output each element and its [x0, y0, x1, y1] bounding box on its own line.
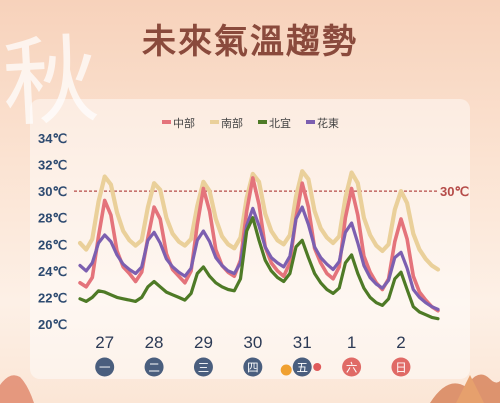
- legend-label: 北宜: [269, 116, 291, 130]
- pumpkin-icon: [280, 364, 292, 376]
- weekday-label: 六: [346, 361, 358, 375]
- weekday-circle: [342, 357, 362, 377]
- y-tick-label: 20℃: [38, 317, 67, 332]
- page-title: 未來氣溫趨勢: [142, 22, 358, 62]
- series-line-北宜: [78, 216, 440, 321]
- y-tick-label: 32℃: [38, 158, 67, 173]
- weekday-circle: [144, 357, 164, 377]
- x-date-label: 28: [145, 333, 164, 352]
- weekday-label: 日: [395, 361, 407, 375]
- legend-swatch: [162, 120, 171, 124]
- weekday-circle: [391, 357, 411, 377]
- weekday-label: 五: [296, 361, 308, 375]
- x-date-label: 1: [347, 333, 356, 352]
- x-date-label: 27: [95, 333, 114, 352]
- weekday-circle: [243, 357, 263, 377]
- weekday-circle: [95, 357, 115, 377]
- y-tick-label: 26℃: [38, 237, 67, 252]
- legend-swatch: [306, 120, 315, 124]
- legend-label: 南部: [221, 116, 243, 130]
- weekday-circle: [292, 357, 312, 377]
- x-date-label: 31: [293, 333, 312, 352]
- y-tick-label: 28℃: [38, 211, 67, 226]
- y-tick-label: 30℃: [38, 184, 67, 199]
- legend-label: 花東: [317, 117, 339, 130]
- legend-swatch: [210, 120, 219, 124]
- weekday-label: 四: [247, 361, 259, 375]
- reference-line-label: 30℃: [440, 184, 469, 199]
- series-line-花東: [78, 205, 440, 311]
- legend-swatch: [258, 120, 267, 124]
- weekday-circle: [193, 357, 213, 377]
- legend-label: 中部: [173, 116, 195, 130]
- x-date-label: 29: [194, 333, 213, 352]
- series-line-南部: [77, 169, 441, 272]
- lollipop-icon: [313, 363, 322, 371]
- weekday-label: 三: [198, 361, 210, 375]
- weekday-label: 一: [99, 361, 111, 375]
- x-date-label: 30: [243, 333, 262, 352]
- decorative-hills: [0, 374, 500, 403]
- x-date-label: 2: [396, 333, 405, 352]
- y-tick-label: 24℃: [38, 264, 67, 279]
- y-tick-label: 22℃: [38, 290, 67, 305]
- y-tick-label: 34℃: [38, 131, 67, 146]
- weekday-label: 二: [148, 361, 160, 375]
